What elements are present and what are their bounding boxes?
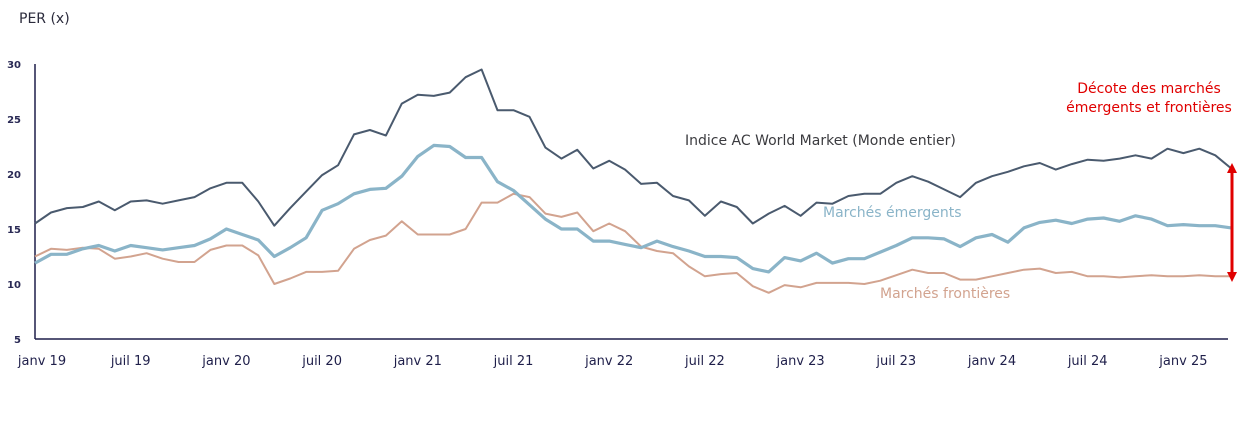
x-tick-label: juil 21 bbox=[493, 354, 534, 369]
x-ticks: janv 19 juil 19 janv 20 juil 20 janv 21 juil … bbox=[17, 354, 1208, 369]
y-tick-label: 15 bbox=[7, 225, 21, 236]
series-line-emerging bbox=[34, 143, 1232, 274]
x-tick-label: janv 19 bbox=[17, 354, 66, 369]
x-tick-label: janv 23 bbox=[776, 354, 825, 369]
label-frontier-markets: Marchés frontières bbox=[880, 286, 1011, 302]
series-line-frontier bbox=[34, 192, 1232, 294]
arrow-head-up-icon bbox=[1227, 163, 1237, 173]
series-lines bbox=[34, 68, 1232, 294]
x-tick-label: janv 21 bbox=[393, 354, 442, 369]
x-tick-label: juil 20 bbox=[301, 354, 342, 369]
x-tick-label: janv 24 bbox=[967, 354, 1016, 369]
x-tick-label: janv 25 bbox=[1158, 354, 1207, 369]
series-line-world bbox=[34, 68, 1232, 227]
x-tick-label: janv 22 bbox=[584, 354, 633, 369]
y-ticks: 5 10 15 20 25 30 bbox=[7, 60, 21, 346]
label-decote: Décote des marchés émergents et frontièr… bbox=[1066, 81, 1232, 116]
label-emerging-markets: Marchés émergents bbox=[823, 205, 962, 221]
y-axis-title: PER (x) bbox=[19, 11, 70, 27]
y-tick-label: 10 bbox=[7, 280, 21, 291]
axes bbox=[34, 64, 1228, 340]
x-tick-label: janv 20 bbox=[201, 354, 250, 369]
arrow-head-down-icon bbox=[1227, 272, 1237, 282]
y-tick-label: 25 bbox=[7, 115, 21, 126]
label-world-index: Indice AC World Market (Monde entier) bbox=[685, 133, 956, 149]
x-tick-label: juil 24 bbox=[1067, 354, 1108, 369]
y-tick-label: 30 bbox=[7, 60, 21, 71]
x-tick-label: juil 19 bbox=[110, 354, 151, 369]
x-tick-label: juil 23 bbox=[875, 354, 916, 369]
y-tick-label: 5 bbox=[14, 335, 21, 346]
decote-arrow bbox=[1227, 163, 1237, 282]
y-tick-label: 20 bbox=[7, 170, 21, 181]
x-tick-label: juil 22 bbox=[684, 354, 725, 369]
